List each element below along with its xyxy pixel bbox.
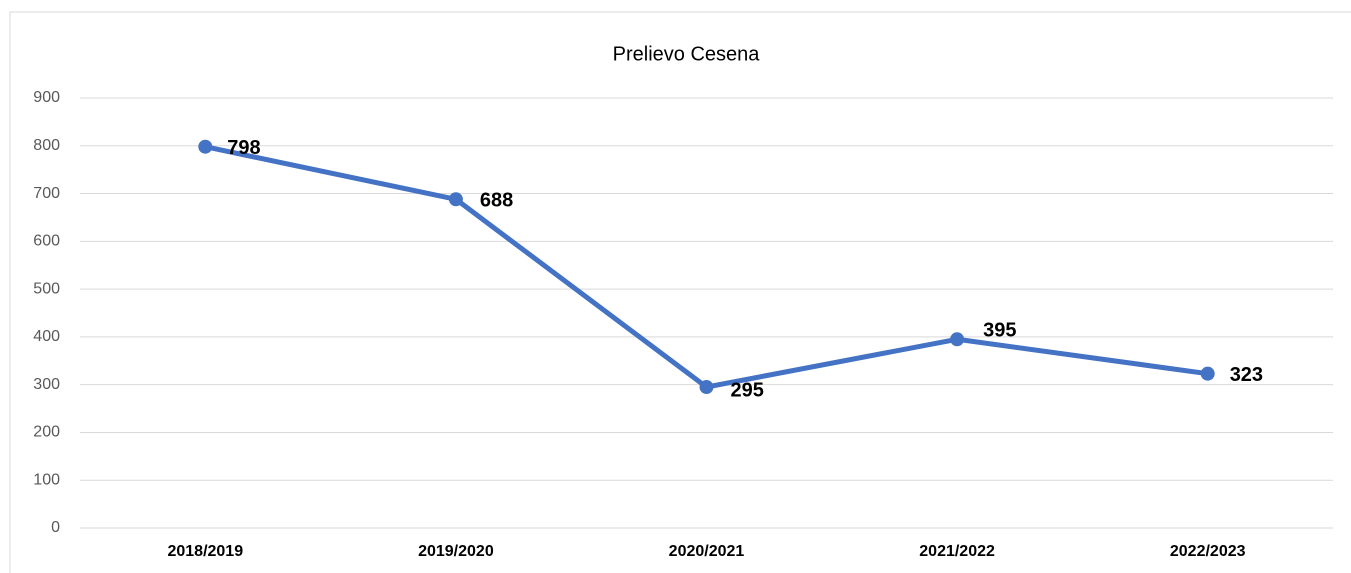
data-label: 798	[227, 137, 260, 159]
point	[1200, 366, 1215, 381]
y-tick-label: 0	[51, 519, 60, 536]
point	[699, 380, 714, 395]
y-tick-label: 700	[33, 185, 60, 202]
data-label: 688	[480, 190, 513, 212]
y-tick-label: 900	[33, 89, 60, 106]
chart-border	[9, 11, 1351, 573]
point	[448, 192, 463, 207]
data-label: 395	[983, 320, 1016, 342]
y-tick-label: 500	[33, 280, 60, 297]
x-tick-label: 2018/2019	[167, 543, 243, 560]
y-tick-label: 400	[33, 328, 60, 345]
x-tick-label: 2019/2020	[418, 543, 494, 560]
y-tick-label: 100	[33, 471, 60, 488]
x-tick-label: 2021/2022	[919, 543, 995, 560]
chart-title: Prelievo Cesena	[613, 43, 761, 65]
series-line	[204, 144, 1209, 390]
data-label: 323	[1230, 364, 1263, 386]
y-tick-label: 600	[33, 233, 60, 250]
point	[950, 332, 965, 347]
y-tick-label: 300	[33, 376, 60, 393]
x-tick-label: 2022/2023	[1170, 543, 1246, 560]
point	[198, 139, 213, 154]
y-tick-label: 200	[33, 424, 60, 441]
data-label: 295	[731, 379, 764, 401]
y-tick-label: 800	[33, 137, 60, 154]
x-tick-label: 2020/2021	[669, 543, 745, 560]
